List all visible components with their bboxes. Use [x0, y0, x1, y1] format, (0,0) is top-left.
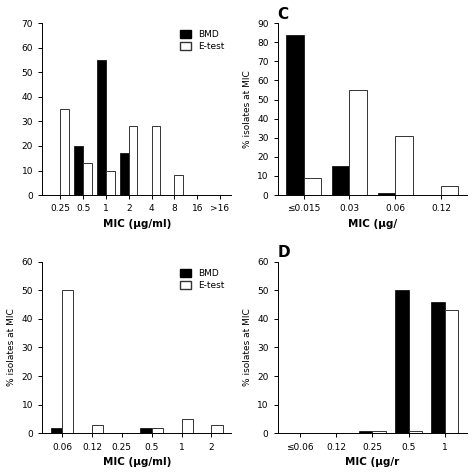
Bar [431, 301, 445, 433]
Bar [182, 419, 193, 433]
Bar [359, 430, 373, 433]
Bar [129, 126, 137, 195]
X-axis label: MIC (μg/r: MIC (μg/r [345, 457, 400, 467]
Bar [211, 425, 223, 433]
Bar [140, 428, 152, 433]
X-axis label: MIC (μg/: MIC (μg/ [348, 219, 397, 228]
Bar [409, 430, 422, 433]
X-axis label: MIC (μg/ml): MIC (μg/ml) [102, 457, 171, 467]
Bar [83, 163, 92, 195]
Bar [51, 428, 62, 433]
Bar [286, 35, 304, 195]
Y-axis label: % isolates at MIC: % isolates at MIC [243, 70, 252, 148]
Legend: BMD, E-test: BMD, E-test [177, 27, 227, 54]
Bar [62, 290, 73, 433]
Bar [373, 430, 386, 433]
Bar [378, 193, 395, 195]
Bar [349, 90, 367, 195]
Bar [97, 60, 106, 195]
Bar [74, 146, 83, 195]
Bar [445, 310, 458, 433]
Bar [60, 109, 69, 195]
Legend: BMD, E-test: BMD, E-test [177, 266, 227, 292]
Y-axis label: % isolates at MIC: % isolates at MIC [7, 309, 16, 386]
Bar [152, 428, 163, 433]
X-axis label: MIC (μg/ml): MIC (μg/ml) [102, 219, 171, 228]
Bar [395, 290, 409, 433]
Bar [174, 175, 183, 195]
Bar [120, 153, 129, 195]
Bar [332, 166, 349, 195]
Bar [304, 178, 321, 195]
Bar [106, 171, 115, 195]
Y-axis label: % isolates at MIC: % isolates at MIC [243, 309, 252, 386]
Bar [152, 126, 160, 195]
Bar [395, 136, 413, 195]
Text: D: D [278, 246, 290, 260]
Bar [441, 185, 458, 195]
Bar [92, 425, 103, 433]
Text: C: C [278, 7, 289, 22]
